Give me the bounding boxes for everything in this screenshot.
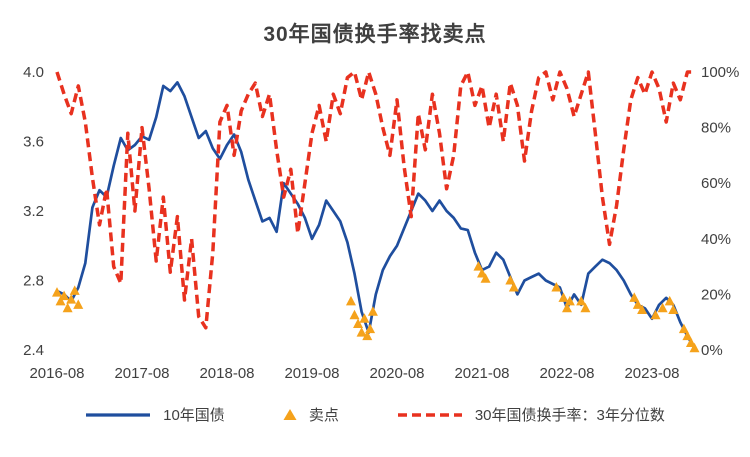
y-axis-right-tick-label: 100% <box>701 64 739 81</box>
sell-point-triangle-icon <box>283 409 297 420</box>
sell-point-marker <box>678 323 689 334</box>
sell-point-marker <box>73 299 84 309</box>
sell-point-marker <box>69 285 80 295</box>
y-axis-left-tick-label: 3.6 <box>23 134 44 151</box>
legend-item-turnover-percentile: 30年国债换手率：3年分位数 <box>397 404 665 425</box>
legend-item-10y-bond: 10年国债 <box>85 404 225 425</box>
sell-point-marker <box>349 309 360 320</box>
sell-point-marker <box>62 302 73 313</box>
x-axis-tick-label: 2018-08 <box>199 365 254 382</box>
x-axis-tick-label: 2022-08 <box>539 365 594 382</box>
sell-point-marker <box>580 302 591 313</box>
sell-point-marker <box>508 281 519 292</box>
legend-label-10y-bond: 10年国债 <box>163 407 225 424</box>
sell-point-marker <box>55 295 66 306</box>
y-axis-right-tick-label: 80% <box>701 120 731 137</box>
chart-title: 30年国债换手率找卖点 <box>263 23 487 46</box>
sell-point-marker <box>657 302 668 313</box>
sell-point-marker <box>685 337 696 348</box>
sell-point-marker <box>66 294 77 304</box>
y-axis-right-tick-label: 0% <box>701 342 723 359</box>
sell-point-marker <box>558 292 569 302</box>
sell-point-marker <box>473 261 484 271</box>
y-axis-left-tick-label: 2.8 <box>23 273 44 290</box>
sell-point-marker <box>505 275 516 285</box>
sell-point-marker <box>52 287 62 297</box>
legend-label-sell-point: 卖点 <box>308 407 339 424</box>
y-axis-right-tick-label: 20% <box>701 286 731 303</box>
sell-point-marker <box>689 342 700 353</box>
sell-point-marker <box>480 273 491 283</box>
y-axis-right-tick-label: 40% <box>701 231 731 248</box>
chart-legend: 10年国债 卖点 30年国债换手率：3年分位数 <box>0 404 750 425</box>
sell-point-marker <box>668 304 679 315</box>
sell-point-marker <box>564 295 575 306</box>
y-axis-right-tick-label: 60% <box>701 175 731 192</box>
x-axis-tick-label: 2016-08 <box>29 365 84 382</box>
sell-point-marker <box>477 268 487 278</box>
red-dashed-line-swatch-icon <box>397 412 462 417</box>
y-axis-left-tick-label: 2.4 <box>23 342 44 359</box>
chart-plot-area: 2016-08 2017-08 2018-08 2019-08 2020-08 2021-… <box>23 64 739 382</box>
sell-point-marker <box>345 295 356 306</box>
sell-point-marker <box>367 306 378 316</box>
sell-point-marker <box>353 318 364 328</box>
line-turnover-percentile <box>55 70 695 330</box>
y-axis-left-tick-label: 4.0 <box>23 64 44 81</box>
x-axis-tick-label: 2019-08 <box>284 365 339 382</box>
sell-point-marker <box>637 304 648 315</box>
sell-point-marker <box>682 330 693 341</box>
sell-point-marker <box>562 302 572 313</box>
legend-label-turnover-percentile: 30年国债换手率：3年分位数 <box>474 407 665 424</box>
sell-point-marker <box>359 313 370 323</box>
sell-point-marker <box>59 290 70 301</box>
x-axis-tick-label: 2023-08 <box>624 365 679 382</box>
blue-line-swatch-icon <box>86 412 151 417</box>
sell-point-marker <box>551 281 562 292</box>
x-axis-tick-label: 2017-08 <box>114 365 169 382</box>
sell-point-marker <box>576 295 587 306</box>
x-axis-tick-label: 2021-08 <box>454 365 509 382</box>
sell-point-marker <box>650 309 661 320</box>
legend-item-sell-point: 卖点 <box>283 404 339 425</box>
sell-point-marker <box>362 330 373 341</box>
line-10y-bond-yield <box>55 81 696 350</box>
sell-point-marker <box>365 323 376 334</box>
sell-point-marker <box>664 295 675 306</box>
sell-point-marker <box>632 299 643 309</box>
sell-point-marker <box>356 327 367 337</box>
x-axis-tick-label: 2020-08 <box>369 365 424 382</box>
sell-point-marker <box>629 292 640 302</box>
y-axis-left-tick-label: 3.2 <box>23 203 44 220</box>
